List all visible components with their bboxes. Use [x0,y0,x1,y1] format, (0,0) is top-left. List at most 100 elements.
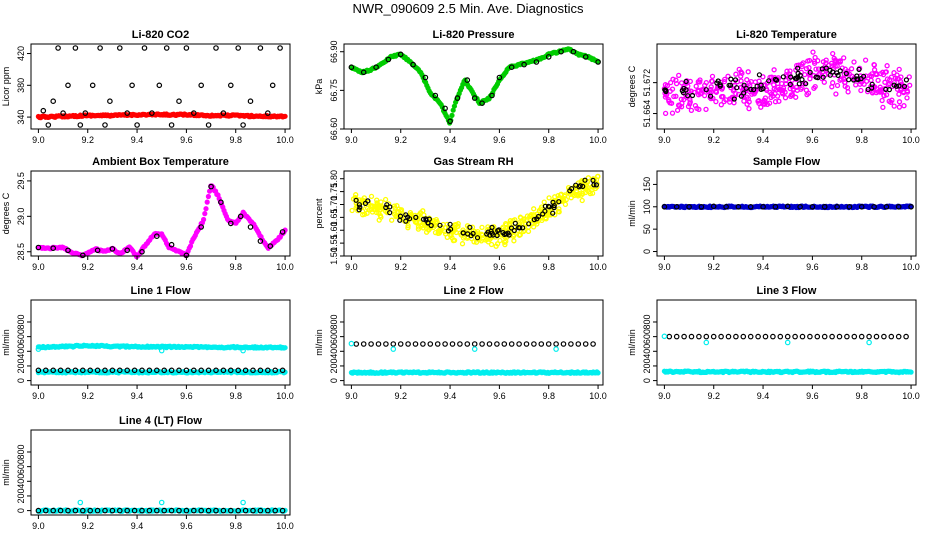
data-point [820,69,826,75]
data-point [131,367,138,374]
data-point [807,333,813,340]
data-point [124,507,131,514]
data-point [877,89,883,95]
panel-data [35,342,288,376]
data-point [895,76,902,82]
x-tick-label: 9.2 [707,262,720,272]
data-point [580,183,586,189]
data-point [497,237,503,244]
data-point [257,238,264,244]
data-point [488,241,495,248]
data-point [489,230,495,236]
x-tick-label: 9.0 [345,262,358,272]
data-point [895,333,902,340]
panel-data [35,499,288,514]
panel-title: Li-820 Pressure [433,29,515,41]
y-axis-label: kPa [314,79,324,95]
data-point [556,206,562,212]
y-tick-label: 0 [329,378,339,383]
data-point [773,77,780,83]
x-tick-label: 9.0 [345,135,358,145]
data-point [666,333,673,340]
data-point [464,341,471,347]
data-point [205,193,211,200]
data-point [501,341,508,347]
data-series [77,499,246,506]
data-point [235,507,242,514]
data-point [161,507,168,514]
data-point [102,122,108,128]
data-point [65,82,71,89]
data-point [696,106,702,113]
x-tick-label: 9.8 [855,391,868,401]
data-point [360,69,367,76]
data-point [139,367,145,374]
data-point [390,341,397,347]
data-point [582,54,589,60]
data-point [743,85,749,91]
data-point [686,88,692,94]
data-point [449,112,455,118]
data-point [35,507,42,514]
data-point [124,110,131,116]
data-point [508,341,515,347]
x-tick-label: 9.0 [658,391,671,401]
data-point [873,333,880,340]
data-point [560,341,567,347]
data-point [163,45,170,51]
y-tick-label: 200 [16,488,26,503]
data-point [718,333,724,340]
y-axis-label: degrees C [627,65,637,107]
x-tick-label: 9.2 [81,391,94,401]
data-point [710,203,717,210]
data-point [257,507,264,514]
data-point [845,89,851,95]
data-point [50,245,57,252]
data-point [35,244,42,251]
data-point [591,182,597,188]
data-point [787,68,793,74]
data-point [883,92,890,98]
data-point [578,192,584,198]
x-tick-label: 9.6 [806,135,819,145]
data-point [198,82,205,89]
data-point [746,105,752,112]
data-point [792,333,798,340]
data-point [812,54,818,61]
panel-title: Line 2 Flow [444,285,504,297]
data-series [40,45,283,128]
data-point [460,227,466,233]
data-point [895,204,902,210]
data-point [373,64,379,71]
data-series [35,183,286,259]
data-point [471,341,478,347]
data-point [447,118,453,125]
data-point [810,49,816,55]
panel-title: Li-820 CO2 [132,29,189,41]
data-point [862,57,869,63]
data-point [545,212,552,218]
data-point [393,213,399,220]
data-point [552,194,558,200]
data-point [453,229,459,236]
data-point [154,233,160,240]
data-point [553,346,559,352]
data-point [427,341,434,347]
data-point [220,110,227,116]
data-point [896,91,902,97]
data-point [407,216,413,222]
data-point [146,367,153,374]
data-point [888,99,894,105]
y-tick-label: 0 [642,378,652,383]
data-point [550,210,556,216]
data-point [579,178,585,184]
data-series [348,369,601,376]
data-point [771,82,777,88]
y-axis-label: ml/min [1,329,11,356]
data-point [403,218,409,224]
chart-panel-5: Gas Stream RH 9.0 9.2 9.4 9.6 9.8 10.0 1.501.55… [314,156,607,272]
x-axis: 9.0 9.2 9.4 9.6 9.8 10.0 [345,256,607,272]
data-point [671,93,677,100]
data-point [689,92,696,99]
